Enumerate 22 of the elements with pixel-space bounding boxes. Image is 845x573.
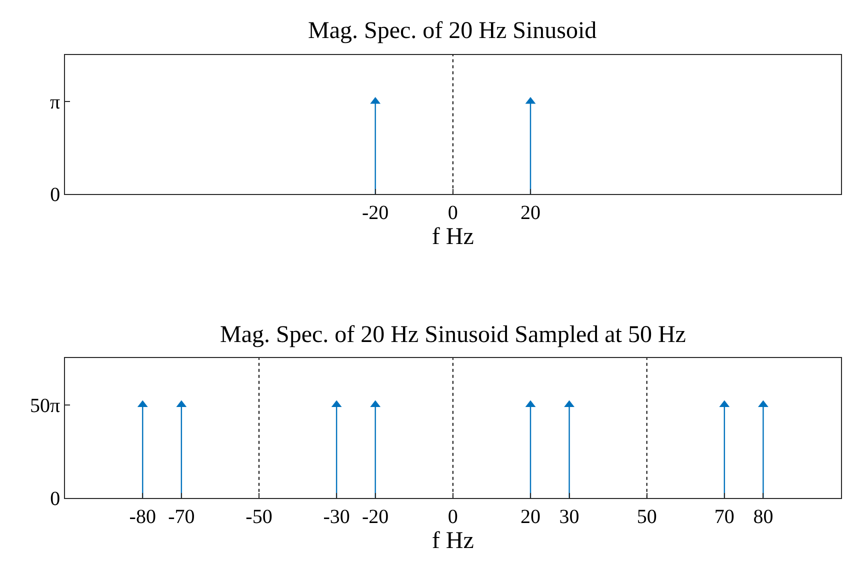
x-tick-label: -80 bbox=[129, 506, 156, 528]
chart-title: Mag. Spec. of 20 Hz Sinusoid Sampled at 50 Hz bbox=[220, 322, 686, 348]
x-tick-label: 30 bbox=[559, 506, 580, 528]
x-axis-title: f Hz bbox=[432, 224, 474, 250]
y-tick-label: 0 bbox=[50, 488, 60, 510]
y-tick-label: 50π bbox=[30, 394, 60, 417]
x-tick-label: 20 bbox=[520, 506, 540, 528]
x-tick-label: -30 bbox=[323, 506, 350, 528]
y-tick-label: 0 bbox=[50, 184, 60, 206]
x-tick-label: 80 bbox=[753, 506, 774, 528]
x-tick-label: 70 bbox=[714, 506, 734, 528]
x-tick-label: -20 bbox=[362, 202, 389, 224]
x-tick-label: 50 bbox=[636, 506, 657, 528]
y-tick-label: π bbox=[50, 91, 60, 114]
x-tick-label: 20 bbox=[520, 202, 540, 224]
x-tick-label: -70 bbox=[168, 506, 195, 528]
x-axis-title: f Hz bbox=[432, 528, 474, 554]
chart-title: Mag. Spec. of 20 Hz Sinusoid bbox=[308, 18, 597, 44]
x-tick-label: 0 bbox=[448, 506, 458, 528]
x-tick-label: -20 bbox=[362, 506, 389, 528]
x-tick-label: -50 bbox=[246, 506, 272, 528]
x-tick-label: 0 bbox=[448, 202, 458, 224]
